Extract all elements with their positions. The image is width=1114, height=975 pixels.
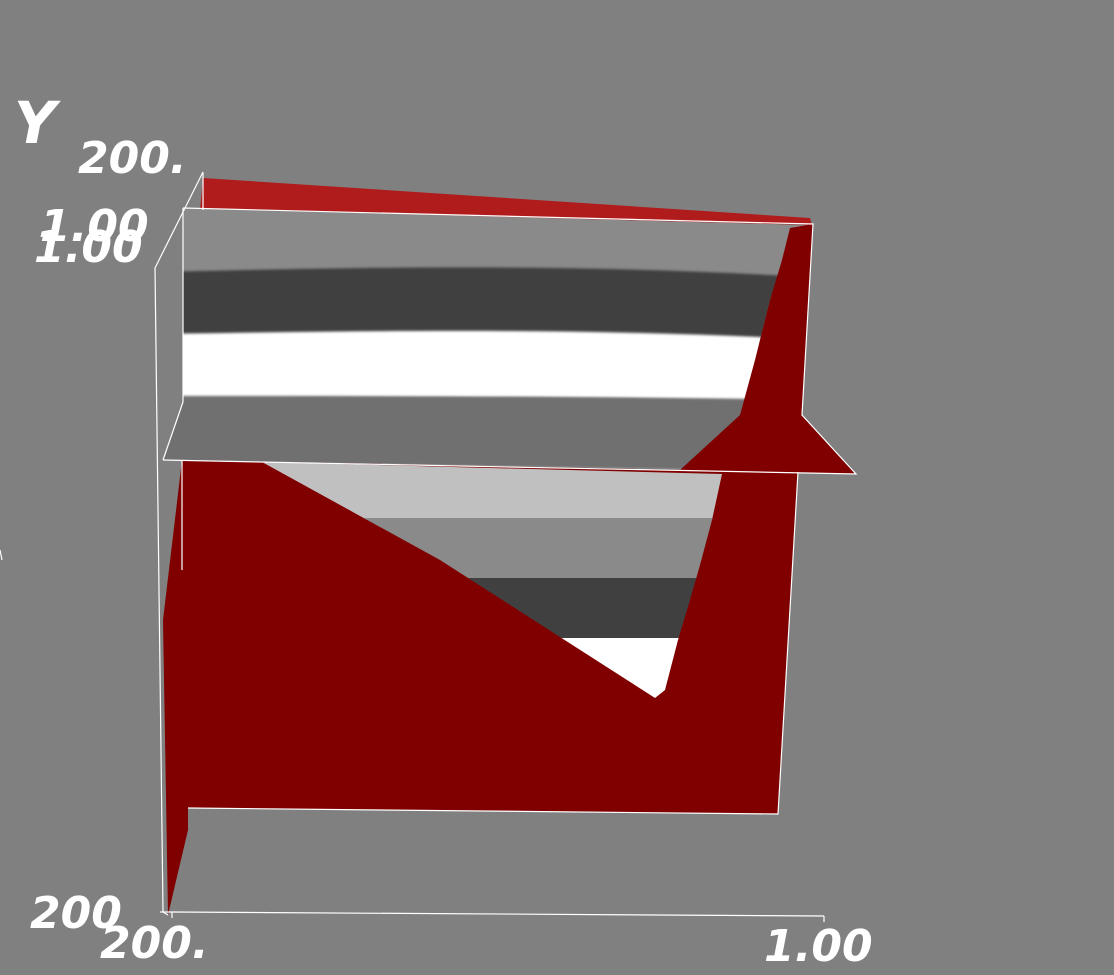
y-axis-label-100: 1.00 (40, 201, 149, 252)
y-axis-label-200: 200. (78, 133, 187, 184)
x-axis-label-100: 1.00 (764, 921, 873, 972)
z-axis-label-100: 1.00 (34, 222, 143, 273)
axis-lines[interactable] (0, 171, 825, 922)
z-axis-label-200: 200 (30, 888, 122, 939)
plane-outlines (162, 207, 858, 815)
volume-right-wedge (680, 224, 856, 474)
upper-slice (163, 208, 800, 468)
y-axis-title: Y (14, 89, 61, 157)
x-axis-label-200: 200. (100, 918, 209, 969)
